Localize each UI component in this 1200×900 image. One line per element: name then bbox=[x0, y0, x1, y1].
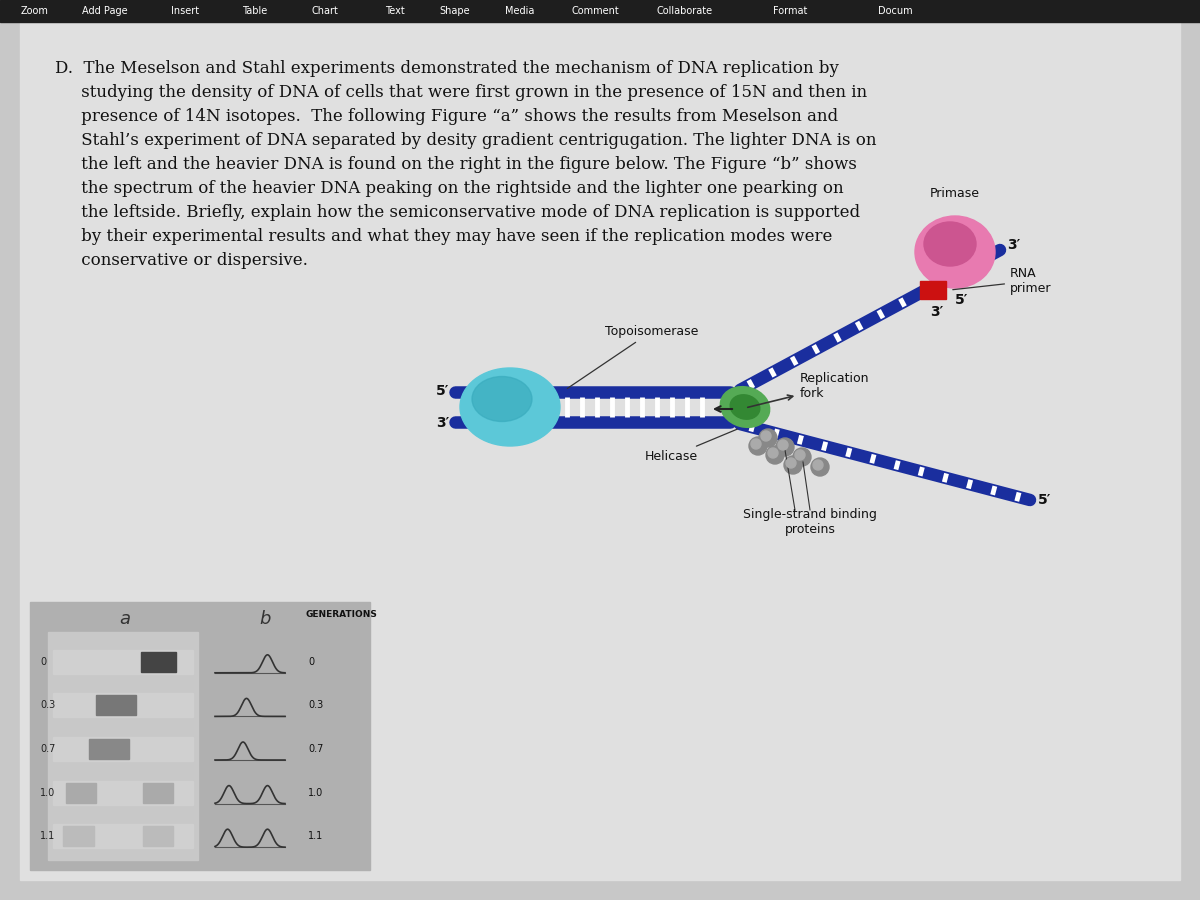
Circle shape bbox=[761, 431, 772, 441]
Text: presence of 14N isotopes.  The following Figure “a” shows the results from Mesel: presence of 14N isotopes. The following … bbox=[55, 108, 838, 125]
Bar bbox=[30, 602, 370, 870]
Bar bbox=[53, 780, 193, 805]
Text: Text: Text bbox=[385, 6, 404, 16]
Text: 3′: 3′ bbox=[930, 305, 943, 319]
Text: studying the density of DNA of cells that were first grown in the presence of 15: studying the density of DNA of cells tha… bbox=[55, 84, 868, 101]
Text: Helicase: Helicase bbox=[646, 429, 738, 463]
Text: Collaborate: Collaborate bbox=[656, 6, 713, 16]
Text: 0.7: 0.7 bbox=[40, 744, 55, 754]
Text: Docum: Docum bbox=[877, 6, 912, 16]
Bar bbox=[920, 281, 946, 299]
Text: 1.0: 1.0 bbox=[308, 788, 323, 797]
Text: 3′: 3′ bbox=[436, 416, 449, 430]
Text: Zoom: Zoom bbox=[22, 6, 49, 16]
Bar bbox=[90, 739, 128, 759]
Circle shape bbox=[796, 450, 805, 460]
Text: Add Page: Add Page bbox=[82, 6, 128, 16]
Text: the left and the heavier DNA is found on the right in the figure below. The Figu: the left and the heavier DNA is found on… bbox=[55, 156, 857, 173]
Text: Stahl’s experiment of DNA separated by desity gradient centrigugation. The light: Stahl’s experiment of DNA separated by d… bbox=[55, 132, 876, 149]
Text: Topoisomerase: Topoisomerase bbox=[568, 325, 698, 389]
Text: the leftside. Briefly, explain how the semiconservative mode of DNA replication : the leftside. Briefly, explain how the s… bbox=[55, 204, 860, 221]
Circle shape bbox=[768, 448, 778, 458]
Bar bbox=[53, 650, 193, 674]
Bar bbox=[62, 826, 94, 846]
Ellipse shape bbox=[720, 387, 769, 428]
Bar bbox=[140, 652, 175, 671]
Circle shape bbox=[811, 458, 829, 476]
Ellipse shape bbox=[472, 376, 532, 421]
Bar bbox=[48, 632, 198, 860]
Text: 1.1: 1.1 bbox=[40, 832, 55, 842]
Text: RNA
primer: RNA primer bbox=[953, 267, 1051, 295]
Circle shape bbox=[751, 439, 761, 449]
Text: Replication
fork: Replication fork bbox=[748, 372, 870, 408]
Text: 5′: 5′ bbox=[955, 293, 968, 307]
Text: 0.7: 0.7 bbox=[308, 744, 323, 754]
Text: 0: 0 bbox=[40, 657, 46, 667]
Text: 3′: 3′ bbox=[1007, 238, 1020, 252]
Ellipse shape bbox=[924, 222, 976, 266]
Circle shape bbox=[793, 448, 811, 466]
Ellipse shape bbox=[916, 216, 995, 288]
Bar bbox=[53, 737, 193, 761]
Text: D.  The Meselson and Stahl experiments demonstrated the mechanism of DNA replica: D. The Meselson and Stahl experiments de… bbox=[55, 60, 839, 77]
Bar bbox=[96, 696, 136, 716]
Circle shape bbox=[784, 456, 802, 474]
Circle shape bbox=[749, 437, 767, 455]
Bar bbox=[53, 693, 193, 717]
Ellipse shape bbox=[460, 368, 560, 446]
Text: 5′: 5′ bbox=[436, 384, 449, 398]
Ellipse shape bbox=[730, 395, 760, 419]
Text: a: a bbox=[120, 610, 131, 628]
Text: conservative or dispersive.: conservative or dispersive. bbox=[55, 252, 308, 269]
Text: Format: Format bbox=[773, 6, 808, 16]
Text: Primase: Primase bbox=[930, 187, 980, 200]
Text: 0.3: 0.3 bbox=[40, 700, 55, 710]
Text: Single-strand binding
proteins: Single-strand binding proteins bbox=[743, 508, 877, 536]
Text: Comment: Comment bbox=[571, 6, 619, 16]
Text: GENERATIONS: GENERATIONS bbox=[305, 610, 377, 619]
Circle shape bbox=[786, 458, 796, 468]
Bar bbox=[53, 824, 193, 848]
Text: Chart: Chart bbox=[312, 6, 338, 16]
Circle shape bbox=[814, 460, 823, 470]
Bar bbox=[143, 783, 174, 803]
Text: 1.1: 1.1 bbox=[308, 832, 323, 842]
Text: by their experimental results and what they may have seen if the replication mod: by their experimental results and what t… bbox=[55, 228, 833, 245]
Circle shape bbox=[766, 446, 784, 464]
Circle shape bbox=[760, 429, 778, 447]
Bar bbox=[0, 0, 1200, 22]
Text: 0: 0 bbox=[308, 657, 314, 667]
Text: 1.0: 1.0 bbox=[40, 788, 55, 797]
Text: Media: Media bbox=[505, 6, 535, 16]
Text: 0.3: 0.3 bbox=[308, 700, 323, 710]
Text: b: b bbox=[259, 610, 271, 628]
Circle shape bbox=[778, 440, 788, 450]
Text: Shape: Shape bbox=[439, 6, 470, 16]
Text: Table: Table bbox=[242, 6, 268, 16]
Text: Insert: Insert bbox=[170, 6, 199, 16]
Bar bbox=[66, 783, 96, 803]
Circle shape bbox=[776, 438, 794, 456]
Text: the spectrum of the heavier DNA peaking on the rightside and the lighter one pea: the spectrum of the heavier DNA peaking … bbox=[55, 180, 844, 197]
Bar bbox=[143, 826, 174, 846]
Text: 5′: 5′ bbox=[1038, 493, 1051, 507]
